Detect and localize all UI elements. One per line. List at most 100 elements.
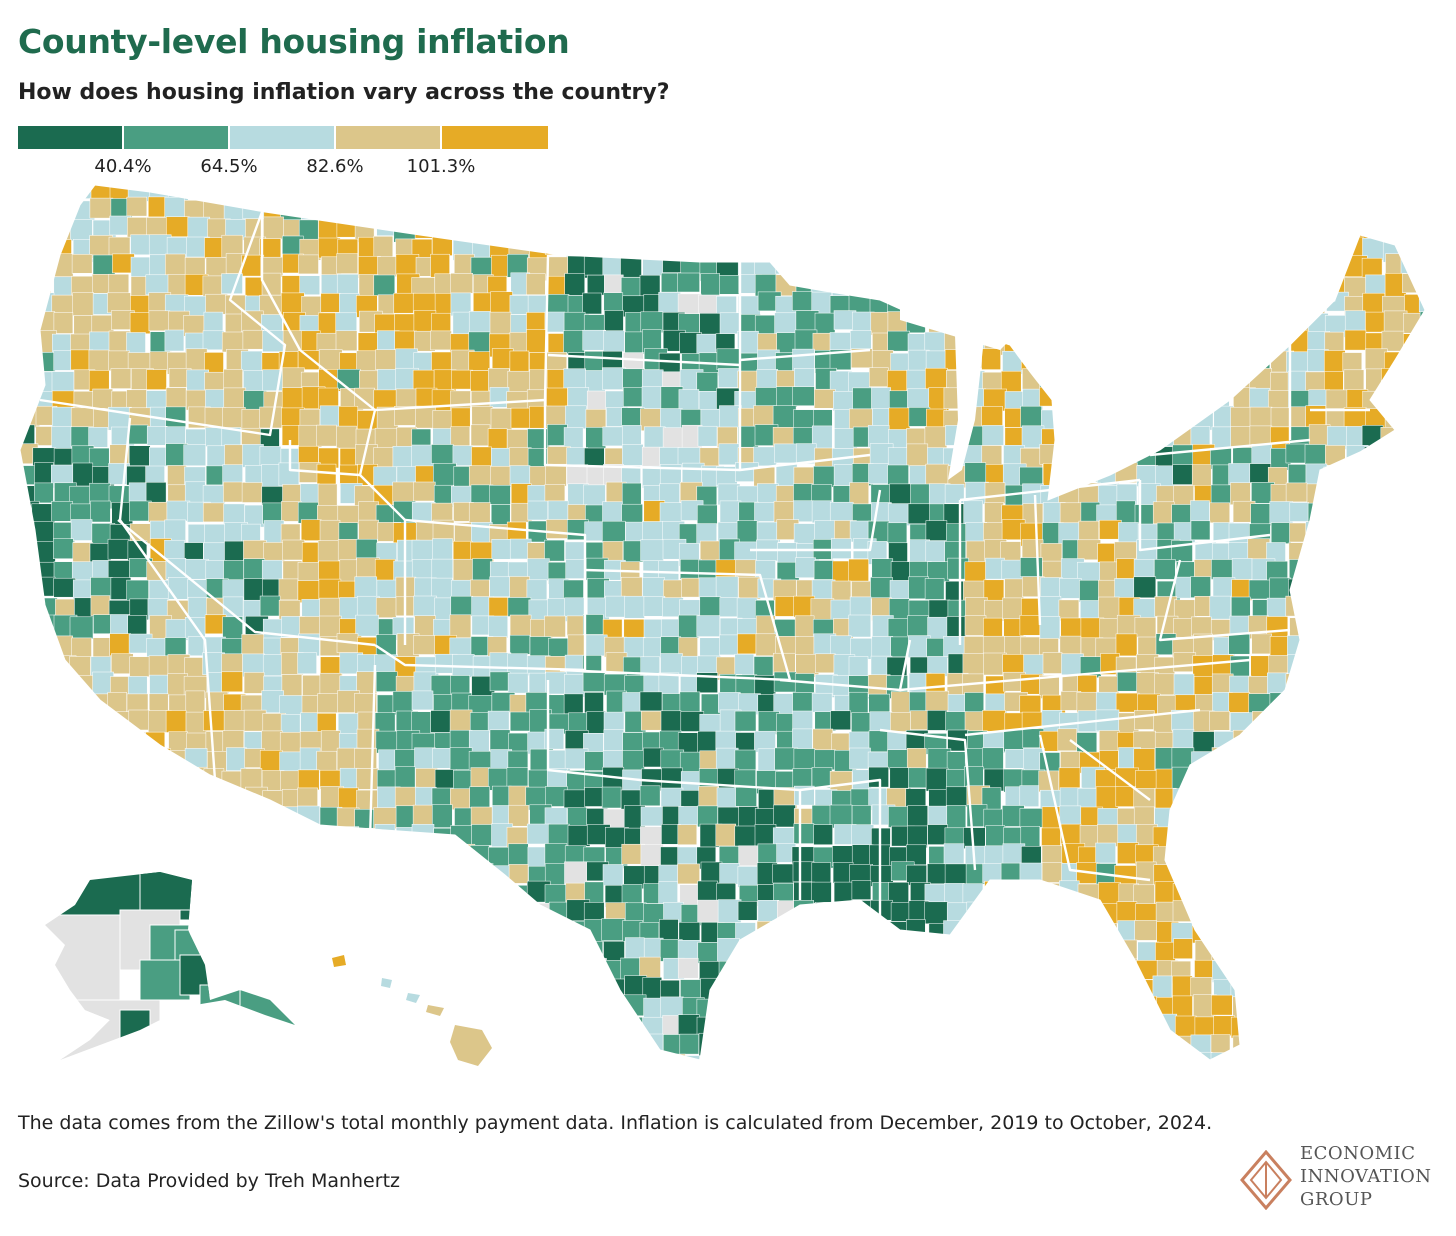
- county-cell-1425: [20, 542, 39, 565]
- county-cell-2748: [927, 863, 948, 885]
- county-cell-3090: [297, 958, 320, 978]
- county-cell-925: [490, 408, 513, 431]
- county-cell-206: [1078, 219, 1101, 243]
- county-cell-412: [719, 275, 741, 295]
- county-cell-3447: [1384, 1035, 1408, 1060]
- county-cell-2767: [1288, 864, 1311, 885]
- county-cell-0: [20, 185, 39, 202]
- county-cell-2569: [374, 824, 396, 845]
- county-cell-1257: [1097, 485, 1120, 506]
- county-cell-1365: [300, 519, 322, 541]
- county-cell-1195: [1342, 464, 1364, 487]
- county-cell-959: [1134, 409, 1155, 432]
- county-cell-3269: [848, 998, 870, 1019]
- county-cell-3375: [20, 1035, 37, 1059]
- county-cell-1325: [963, 500, 983, 525]
- legend-tick-2: 64.5%: [200, 156, 258, 177]
- county-cell-1314: [754, 502, 776, 522]
- county-cell-451: [33, 292, 55, 315]
- county-cell-3042: [815, 937, 839, 962]
- county-cell-1687: [719, 597, 741, 617]
- county-cell-565: [774, 312, 797, 337]
- county-cell-1424: [1418, 519, 1425, 542]
- county-cell-350: [963, 256, 986, 279]
- county-cell-1560: [1154, 559, 1176, 580]
- county-cell-1436: [224, 540, 246, 563]
- county-cell-2020: [1345, 675, 1369, 696]
- county-cell-438: [1213, 275, 1236, 297]
- county-cell-3203: [1019, 978, 1042, 1000]
- county-cell-2431: [601, 786, 622, 809]
- county-cell-3370: [1343, 1014, 1365, 1036]
- county-cell-39: [757, 185, 780, 199]
- county-cell-2618: [1306, 827, 1327, 851]
- county-cell-1007: [622, 425, 642, 447]
- county-cell-3371: [1364, 1014, 1388, 1035]
- county-cell-3497: [910, 1055, 932, 1060]
- county-cell-3104: [568, 957, 589, 978]
- county-cell-3076: [32, 957, 54, 978]
- county-cell-643: [829, 332, 852, 352]
- county-cell-1344: [1325, 501, 1346, 523]
- county-cell-604: [89, 331, 111, 352]
- county-cell-1138: [261, 464, 282, 488]
- county-cell-1828: [548, 637, 571, 658]
- county-cell-270: [870, 237, 893, 259]
- county-cell-726: [981, 348, 1001, 370]
- county-cell-2956: [601, 918, 625, 941]
- county-cell-1497: [1384, 542, 1404, 562]
- county-cell-1328: [1022, 503, 1044, 526]
- county-cell-3340: [773, 1018, 796, 1041]
- county-cell-2939: [279, 922, 300, 945]
- county-cell-3249: [473, 996, 494, 1017]
- county-cell-3425: [962, 1033, 986, 1054]
- county-cell-1679: [564, 597, 585, 618]
- county-cell-2028: [69, 695, 91, 716]
- county-cell-1723: [1399, 597, 1420, 619]
- county-cell-36: [698, 185, 720, 202]
- county-cell-525: [20, 311, 40, 334]
- county-cell-3115: [774, 957, 797, 980]
- county-cell-2470: [1344, 788, 1365, 811]
- county-cell-2589: [754, 824, 777, 847]
- county-cell-1798: [1401, 619, 1422, 639]
- county-cell-2977: [1004, 920, 1028, 943]
- county-cell-3433: [1118, 1035, 1142, 1057]
- county-cell-622: [430, 330, 452, 351]
- county-cell-3427: [1000, 1033, 1023, 1054]
- county-cell-1494: [1325, 541, 1346, 562]
- county-cell-34: [662, 185, 686, 203]
- county-cell-2394: [1323, 769, 1345, 792]
- county-cell-2777: [53, 882, 74, 905]
- county-cell-809: [1135, 367, 1158, 391]
- county-cell-733: [1115, 348, 1138, 372]
- county-cell-3508: [1117, 1053, 1141, 1060]
- county-cell-882: [1099, 390, 1122, 414]
- county-cell-3242: [336, 994, 360, 1018]
- county-cell-3041: [791, 939, 815, 960]
- county-cell-2131: [603, 711, 625, 732]
- county-cell-701: [509, 350, 530, 373]
- county-cell-2169: [1324, 713, 1345, 733]
- county-cell-562: [719, 312, 742, 335]
- county-cell-1121: [1364, 446, 1385, 467]
- county-cell-3064: [1232, 941, 1255, 963]
- county-cell-2775: [20, 884, 38, 908]
- county-cell-887: [1194, 388, 1217, 412]
- county-cell-3149: [1423, 958, 1425, 981]
- county-cell-2984: [1134, 920, 1157, 941]
- county-cell-1000: [487, 428, 508, 450]
- legend-tick-4: 101.3%: [406, 156, 476, 177]
- county-cell-1575: [20, 580, 39, 601]
- county-cell-2499: [470, 806, 493, 827]
- color-legend: 40.4% 64.5% 82.6% 101.3%: [18, 126, 550, 186]
- county-cell-2811: [697, 880, 718, 903]
- county-cell-2320: [1343, 747, 1366, 769]
- county-cell-1643: [1305, 577, 1327, 600]
- county-cell-2508: [640, 806, 665, 827]
- county-cell-1772: [907, 615, 929, 636]
- county-cell-2627: [52, 842, 77, 865]
- county-cell-340: [775, 253, 797, 275]
- county-cell-1919: [848, 656, 869, 677]
- county-cell-2634: [184, 844, 206, 866]
